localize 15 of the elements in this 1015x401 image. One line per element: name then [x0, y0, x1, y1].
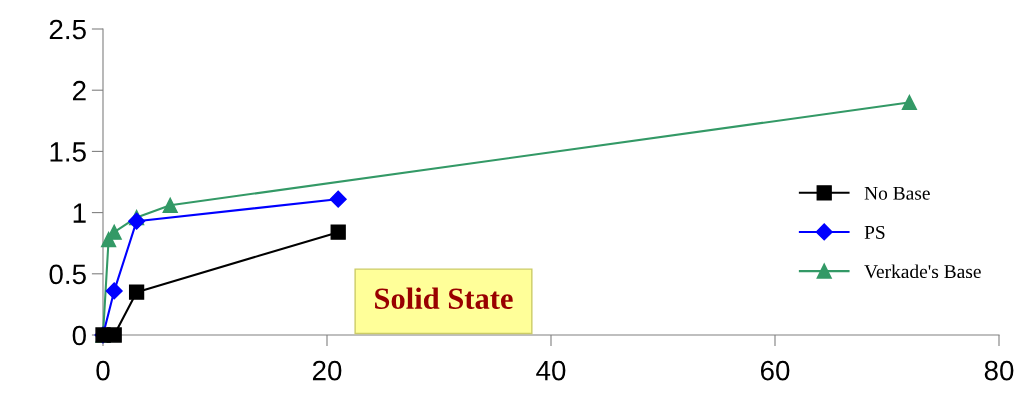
x-tick-label: 40	[536, 360, 566, 381]
y-tick-label: 2.5	[49, 19, 86, 40]
y-tick-label: 1.5	[50, 142, 86, 162]
x-tick-label: 80	[984, 360, 1014, 381]
y-tick-label: 0.5	[49, 264, 86, 285]
x-tick-label: 20	[312, 360, 342, 381]
legend-label: Verkade's Base	[864, 264, 981, 279]
y-tick-label: 1	[73, 203, 86, 223]
annotation: Solid State	[375, 287, 513, 309]
y-tick-label: 2	[72, 80, 86, 101]
legend-label: No Base	[864, 186, 930, 200]
y-tick-label: 0	[72, 325, 86, 346]
x-tick-label: 0	[96, 360, 110, 381]
x-tick-label: 60	[760, 360, 790, 381]
legend-label: PS	[864, 225, 885, 239]
